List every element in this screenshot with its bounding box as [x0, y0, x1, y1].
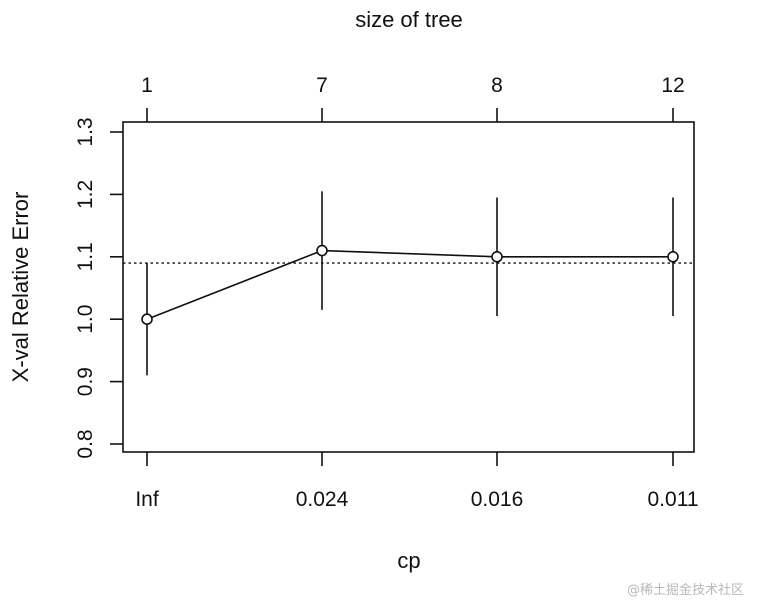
top-axis-label: size of tree [355, 7, 463, 32]
data-point [491, 250, 503, 263]
plot-frame [122, 121, 695, 453]
y-axis-label: X-val Relative Error [8, 192, 33, 383]
watermark-text: @稀土掘金技术社区 [626, 583, 744, 598]
y-tick-label: 1.3 [74, 117, 97, 146]
top-tick-label: 1 [141, 74, 153, 97]
y-tick-label: 0.8 [74, 429, 97, 458]
y-tick-label: 1.0 [74, 305, 97, 334]
x-axis-label: cp [397, 548, 420, 573]
x-tick-label: Inf [135, 488, 159, 511]
top-tick-label: 7 [316, 74, 328, 97]
x-tick-label: 0.024 [296, 488, 349, 511]
top-tick-label: 12 [661, 74, 684, 97]
y-tick-label: 1.1 [74, 242, 97, 271]
y-tick-label: 0.9 [74, 367, 97, 396]
data-point [141, 313, 153, 326]
x-tick-label: 0.011 [648, 488, 699, 511]
data-point [667, 250, 679, 263]
y-tick-label: 1.2 [74, 180, 97, 209]
x-tick-label: 0.016 [471, 488, 524, 511]
data-point [316, 244, 328, 257]
series-line [146, 249, 673, 320]
top-tick-label: 8 [491, 74, 503, 97]
